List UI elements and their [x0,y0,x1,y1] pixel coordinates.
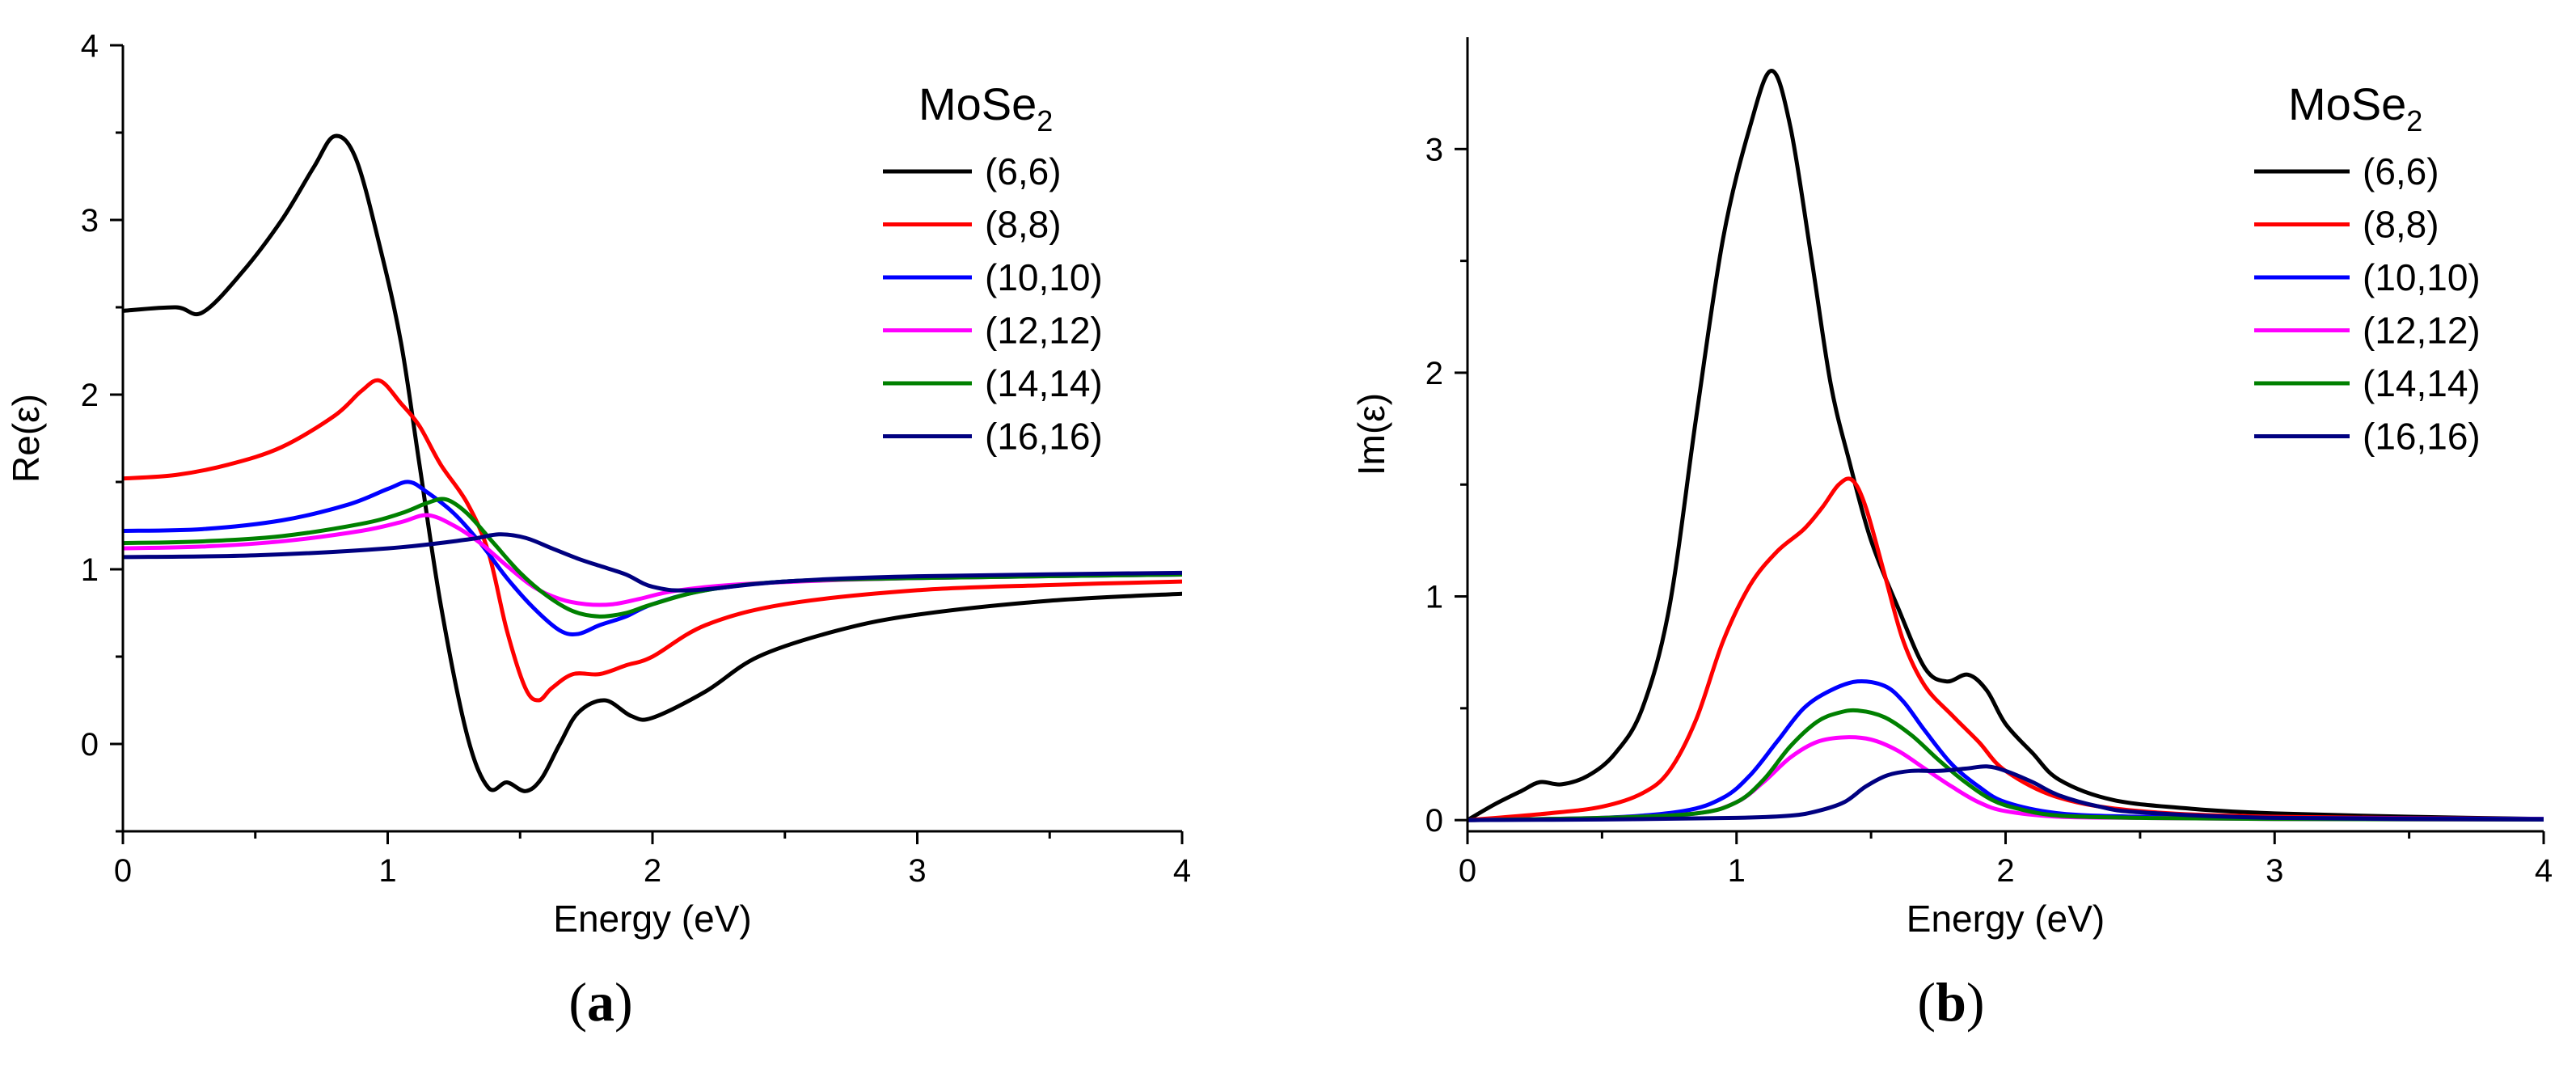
series-line-(6,6) [1467,68,2544,822]
y-tick-label: 3 [1425,132,1443,167]
x-tick-label: 0 [1459,853,1476,889]
panel-label-letter: b [1936,971,1966,1033]
panel-label-open: ( [1917,971,1936,1033]
x-tick-label: 2 [644,853,661,889]
x-tick-label: 4 [1173,853,1191,889]
y-axis-title: Im(ε) [1350,393,1392,475]
panel-label-close: ) [1966,971,1985,1033]
y-tick-label: 1 [1425,580,1443,615]
legend-title: MoSe2 [2288,78,2422,137]
series-line-(6,6) [123,133,1182,793]
y-tick-label: 2 [1425,356,1443,391]
series-group [123,133,1182,793]
y-tick-label: 0 [81,727,99,763]
x-tick-label: 3 [2266,853,2283,889]
legend-label-(12,12): (12,12) [2363,310,2481,352]
legend-label-(14,14): (14,14) [985,362,1103,404]
series-line-(16,16) [123,532,1182,593]
series-line-(8,8) [123,378,1182,703]
x-tick-label: 1 [378,853,396,889]
legend: MoSe2 (6,6) (8,8) (10,10) (12,12) (14,14) (16,… [2254,78,2481,458]
y-axis-title: Re(ε) [5,394,47,483]
series-line-(14,14) [1467,708,2544,822]
legend-label-(12,12): (12,12) [985,310,1103,352]
panel-label-letter: a [587,971,614,1033]
legend-label-(8,8): (8,8) [2363,204,2439,246]
x-tick-label: 4 [2535,853,2553,889]
series-line-(16,16) [1467,764,2544,822]
x-axis-title: Energy (eV) [1907,898,2105,940]
series-group [1467,68,2544,822]
x-axis-title: Energy (eV) [553,898,751,940]
panel-label-open: ( [568,971,587,1033]
legend-label-(14,14): (14,14) [2363,362,2481,404]
y-tick-label: 2 [81,378,99,413]
series-line-(10,10) [123,480,1182,636]
legend-label-(10,10): (10,10) [985,256,1103,298]
legend-title-subscript: 2 [2406,104,2422,137]
legend-label-(10,10): (10,10) [2363,256,2481,298]
x-tick-label: 1 [1728,853,1746,889]
series-line-(14,14) [123,497,1182,619]
legend-title-subscript: 2 [1037,104,1053,137]
legend-title-main: MoSe [918,78,1037,129]
legend: MoSe2 (6,6) (8,8) (10,10) (12,12) (14,14) (16,… [883,78,1103,458]
y-tick-label: 4 [81,28,99,64]
x-tick-label: 3 [908,853,926,889]
legend-title: MoSe2 [918,78,1053,137]
panel-label: (a) [568,971,632,1033]
y-tick-label: 0 [1425,803,1443,839]
series-line-(12,12) [123,513,1182,607]
legend-label-(6,6): (6,6) [2363,150,2439,192]
x-tick-label: 0 [114,853,132,889]
legend-title-main: MoSe [2288,78,2406,129]
panel-label-close: ) [614,971,633,1033]
x-tick-label: 2 [1996,853,2014,889]
legend-label-(16,16): (16,16) [985,416,1103,458]
legend-label-(6,6): (6,6) [985,150,1062,192]
panel-label: (b) [1917,971,1984,1033]
y-tick-label: 1 [81,552,99,588]
legend-label-(8,8): (8,8) [985,204,1062,246]
series-line-(12,12) [1467,735,2544,822]
legend-label-(16,16): (16,16) [2363,416,2481,458]
y-tick-label: 3 [81,203,99,239]
